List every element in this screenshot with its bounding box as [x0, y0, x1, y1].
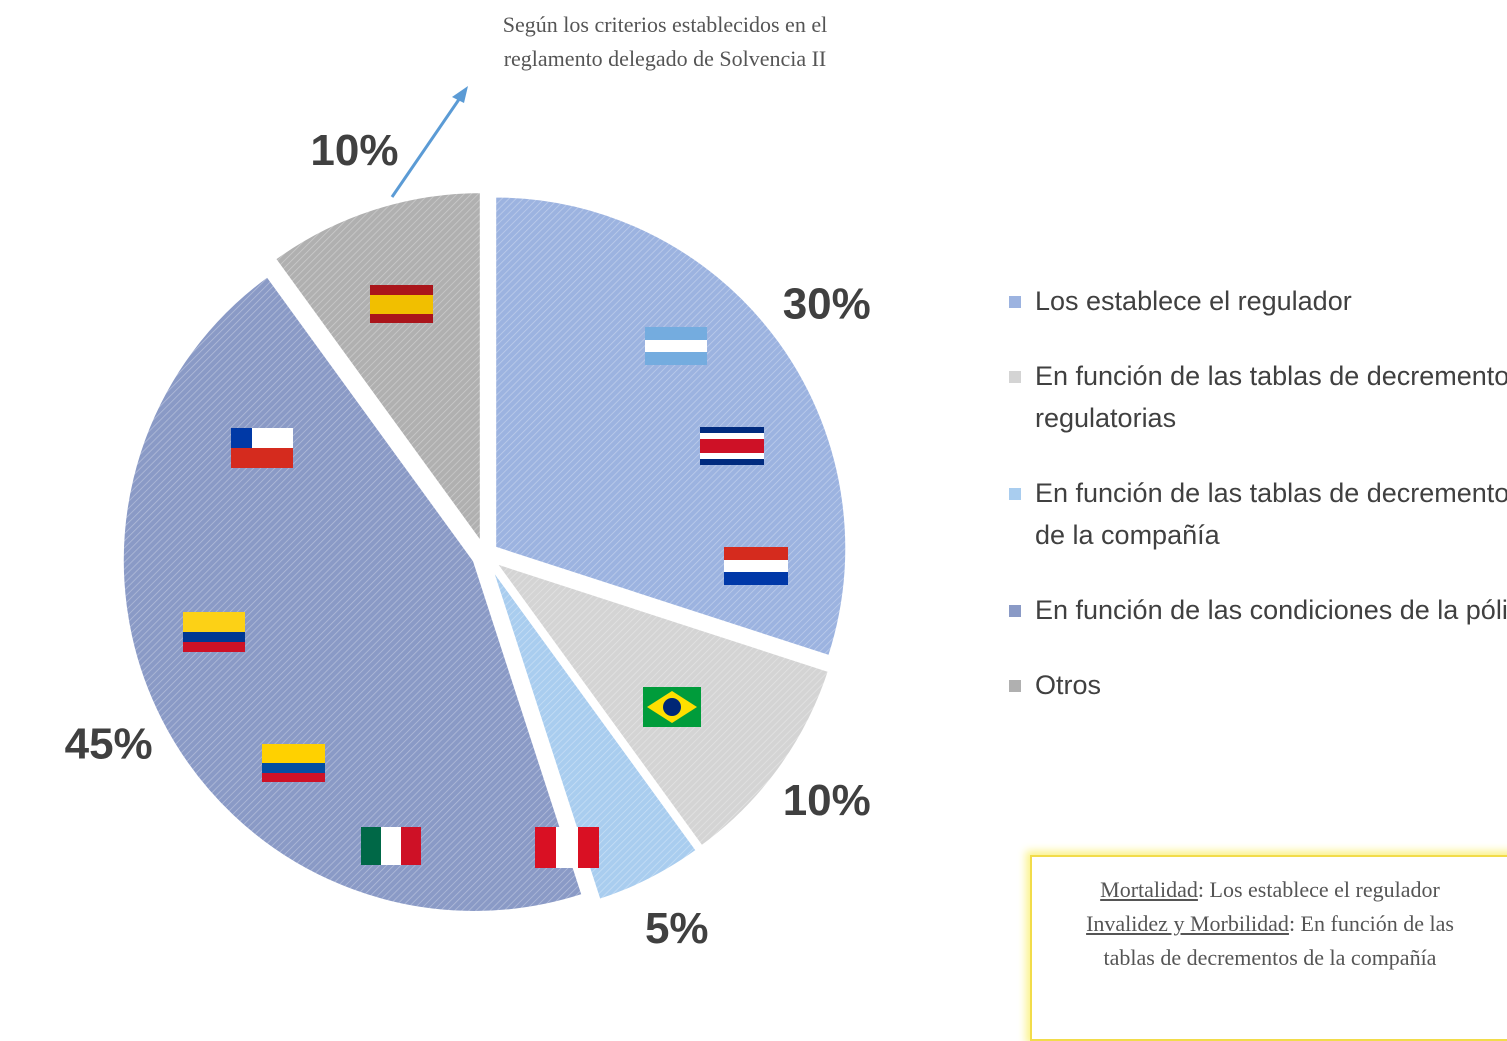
note-desc: : Los establece el regulador: [1197, 877, 1440, 902]
data-label: 10%: [310, 126, 398, 175]
legend-item: En función de las tablas de decrementos …: [1000, 355, 1507, 439]
legend-marker: [1009, 296, 1021, 308]
legend-label: En función de las tablas de decrementos …: [1035, 361, 1507, 433]
legend-item: Otros: [1000, 664, 1507, 706]
flags: [183, 285, 788, 868]
arrow: [390, 94, 464, 198]
legend-label: En función de las tablas de decrementos …: [1035, 478, 1507, 550]
slice-hatch: [494, 195, 847, 657]
legend-label: Otros: [1035, 670, 1102, 700]
slice-hatch: [490, 565, 698, 901]
legend-marker: [1009, 371, 1021, 383]
legend-item: En función de las condiciones de la póli…: [1000, 589, 1507, 631]
data-label: 45%: [65, 719, 153, 768]
note-desc: : En función de las tablas de decremento…: [1103, 911, 1454, 970]
data-label: 10%: [783, 776, 871, 825]
data-label: 30%: [783, 279, 871, 328]
legend-marker: [1009, 605, 1021, 617]
data-label: 5%: [645, 904, 709, 953]
legend-item: Los establece el regulador: [1000, 280, 1507, 322]
annotation: Según los criterios establecidos en el r…: [502, 12, 828, 71]
legend-marker: [1009, 680, 1021, 692]
note-line: Mortalidad: Los establece el regulador: [1068, 873, 1472, 907]
slice-hatch: [274, 191, 482, 544]
legend-marker: [1009, 488, 1021, 500]
note-text: Mortalidad: Los establece el regulador In…: [1068, 873, 1472, 975]
legend-item: En función de las tablas de decrementos …: [1000, 472, 1507, 556]
legend-label: Los establece el regulador: [1035, 286, 1352, 316]
note-line: Invalidez y Morbilidad: En función de la…: [1068, 907, 1472, 975]
arrow-head: [452, 86, 468, 103]
legend-label: En función de las condiciones de la póli…: [1035, 595, 1507, 625]
legend: Los establece el regulador En función de …: [1000, 280, 1507, 739]
note-term: Mortalidad: [1100, 877, 1198, 902]
note-term: Invalidez y Morbilidad: [1086, 911, 1289, 936]
